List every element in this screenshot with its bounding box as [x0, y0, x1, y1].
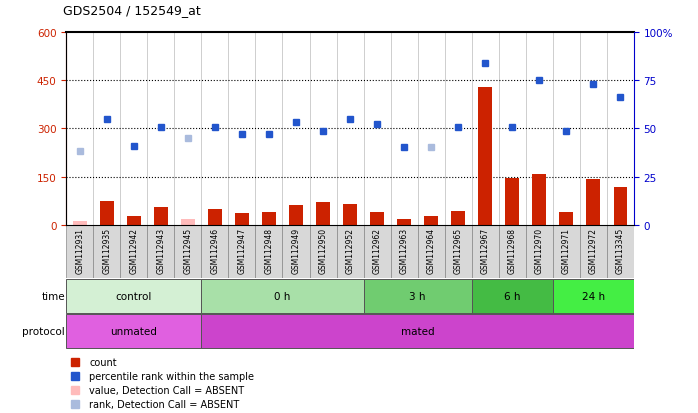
Text: 0 h: 0 h: [274, 291, 290, 301]
Text: GSM112947: GSM112947: [237, 227, 246, 273]
Bar: [66, 225, 94, 279]
Text: value, Detection Call = ABSENT: value, Detection Call = ABSENT: [89, 385, 244, 395]
Bar: [235, 214, 248, 225]
Bar: [364, 225, 391, 279]
Bar: [100, 201, 114, 225]
Bar: [580, 225, 607, 279]
Text: percentile rank within the sample: percentile rank within the sample: [89, 371, 254, 381]
Text: unmated: unmated: [110, 326, 157, 337]
Text: GSM112931: GSM112931: [75, 227, 84, 273]
Bar: [445, 225, 472, 279]
Text: GSM113345: GSM113345: [616, 227, 625, 273]
Bar: [417, 225, 445, 279]
Text: GSM112943: GSM112943: [156, 227, 165, 273]
Text: GSM112949: GSM112949: [292, 227, 301, 273]
Text: GSM112964: GSM112964: [426, 227, 436, 273]
Bar: [371, 213, 384, 225]
Bar: [560, 213, 573, 225]
Bar: [472, 280, 553, 313]
Text: rank, Detection Call = ABSENT: rank, Detection Call = ABSENT: [89, 399, 239, 409]
Text: GSM112962: GSM112962: [373, 227, 382, 273]
Text: GSM112971: GSM112971: [562, 227, 571, 273]
Bar: [283, 225, 309, 279]
Bar: [452, 211, 465, 225]
Bar: [154, 207, 168, 225]
Bar: [262, 213, 276, 225]
Bar: [127, 216, 140, 225]
Bar: [208, 209, 222, 225]
Bar: [202, 225, 228, 279]
Bar: [120, 225, 147, 279]
Bar: [498, 225, 526, 279]
Bar: [472, 225, 498, 279]
Bar: [614, 188, 627, 225]
Bar: [336, 225, 364, 279]
Bar: [586, 179, 600, 225]
Text: GSM112967: GSM112967: [481, 227, 490, 273]
Bar: [505, 179, 519, 225]
Bar: [553, 280, 634, 313]
Bar: [174, 225, 202, 279]
Bar: [364, 280, 472, 313]
Text: control: control: [116, 291, 152, 301]
Bar: [316, 203, 329, 225]
Text: GSM112945: GSM112945: [184, 227, 193, 273]
Text: 3 h: 3 h: [409, 291, 426, 301]
Text: GSM112972: GSM112972: [588, 227, 597, 273]
Text: GSM112942: GSM112942: [129, 227, 138, 273]
Bar: [228, 225, 255, 279]
Bar: [309, 225, 336, 279]
Text: GSM112935: GSM112935: [103, 227, 112, 273]
Bar: [424, 216, 438, 225]
Bar: [397, 219, 411, 225]
Bar: [147, 225, 174, 279]
Bar: [533, 175, 546, 225]
Bar: [255, 225, 283, 279]
Text: GSM112950: GSM112950: [318, 227, 327, 273]
Text: GSM112965: GSM112965: [454, 227, 463, 273]
Bar: [181, 219, 195, 225]
Text: protocol: protocol: [22, 326, 65, 337]
Bar: [391, 225, 417, 279]
Bar: [553, 225, 580, 279]
Text: GSM112952: GSM112952: [346, 227, 355, 273]
Bar: [289, 206, 303, 225]
Bar: [202, 315, 634, 348]
Text: GSM112968: GSM112968: [507, 227, 517, 273]
Text: 6 h: 6 h: [504, 291, 521, 301]
Bar: [73, 221, 87, 225]
Bar: [202, 280, 364, 313]
Text: GSM112963: GSM112963: [399, 227, 408, 273]
Text: count: count: [89, 357, 117, 367]
Bar: [343, 204, 357, 225]
Bar: [478, 88, 492, 225]
Bar: [66, 280, 202, 313]
Text: time: time: [41, 291, 65, 301]
Bar: [94, 225, 120, 279]
Text: GSM112970: GSM112970: [535, 227, 544, 273]
Text: 24 h: 24 h: [581, 291, 604, 301]
Bar: [526, 225, 553, 279]
Bar: [66, 315, 202, 348]
Text: mated: mated: [401, 326, 434, 337]
Text: GDS2504 / 152549_at: GDS2504 / 152549_at: [63, 4, 200, 17]
Text: GSM112946: GSM112946: [210, 227, 219, 273]
Text: GSM112948: GSM112948: [265, 227, 274, 273]
Bar: [607, 225, 634, 279]
